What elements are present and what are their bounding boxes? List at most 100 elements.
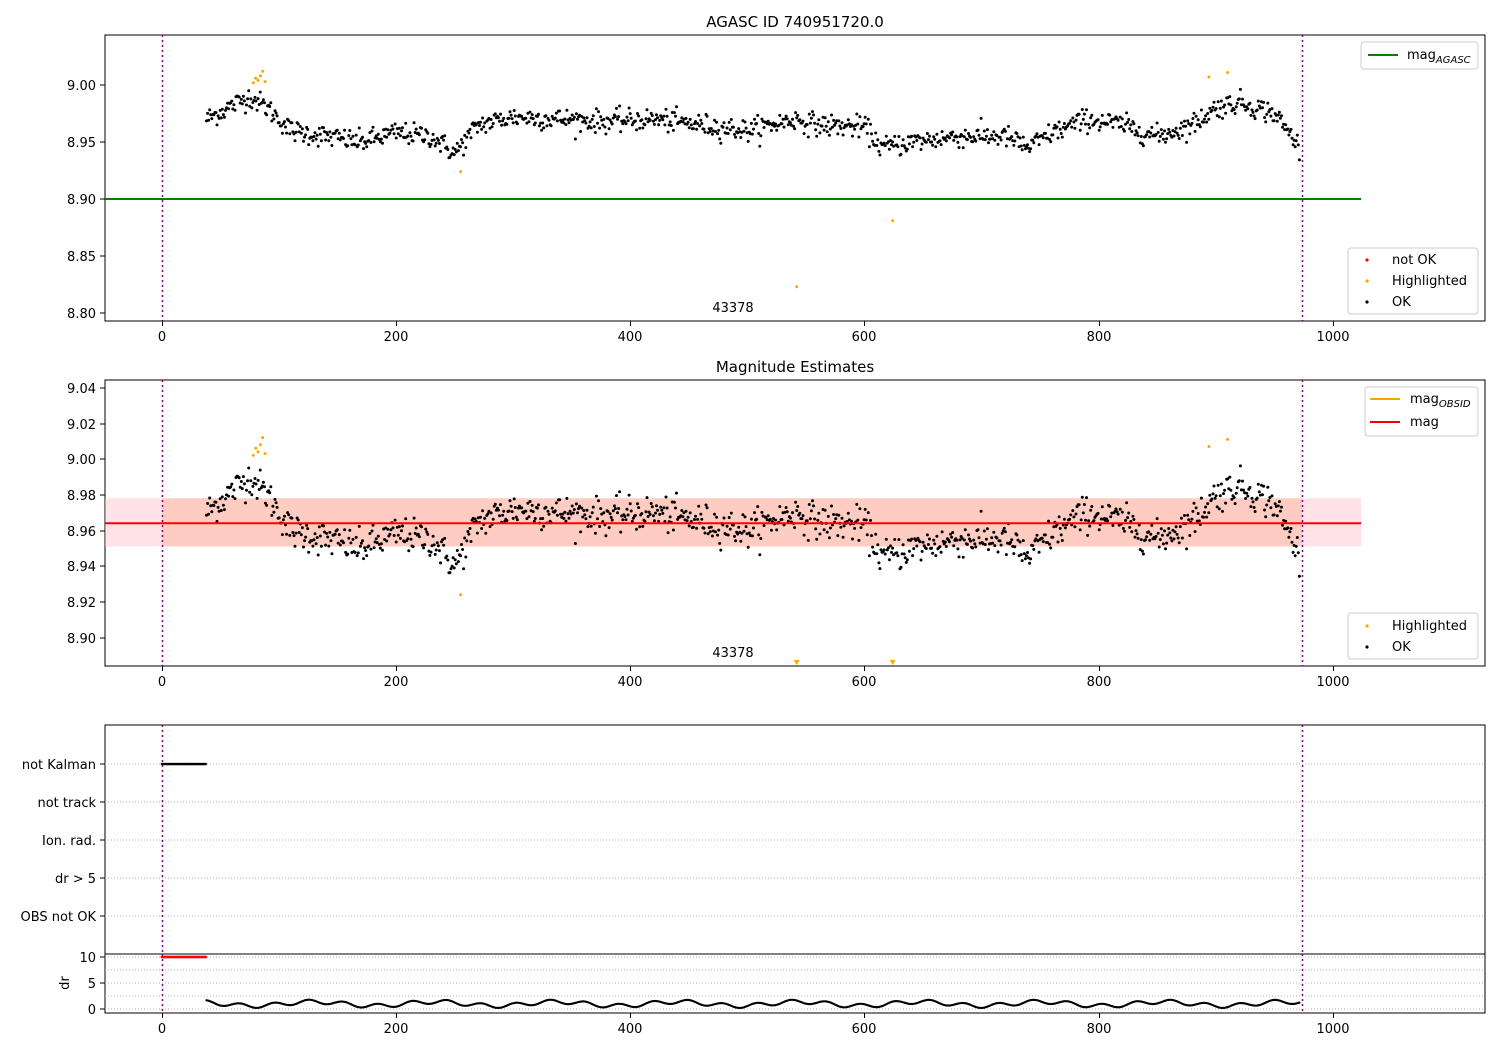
ok-point	[362, 147, 365, 151]
ok-point	[1060, 539, 1064, 542]
ok-point	[1109, 515, 1113, 519]
ok-point	[969, 135, 973, 139]
ok-point	[1286, 127, 1290, 131]
ok-point	[1196, 118, 1200, 122]
ok-point	[812, 504, 815, 508]
ok-point	[461, 141, 465, 145]
ok-point	[718, 541, 722, 545]
ok-point	[325, 131, 329, 134]
ok-point	[943, 540, 947, 544]
ok-point	[649, 502, 653, 505]
ok-point	[1071, 509, 1075, 513]
ok-point	[832, 513, 836, 516]
ok-point	[689, 520, 693, 523]
ok-point	[613, 115, 617, 119]
ok-point	[1264, 120, 1268, 124]
ok-point	[386, 527, 390, 531]
ok-point	[409, 134, 413, 138]
ok-point	[778, 113, 782, 117]
ok-point	[465, 539, 469, 543]
ok-point	[627, 493, 631, 497]
ok-point	[206, 502, 210, 505]
ok-point	[248, 104, 252, 108]
ok-point	[374, 537, 378, 541]
ok-point	[1048, 138, 1052, 141]
ok-point	[1079, 518, 1083, 522]
ok-point	[417, 133, 421, 137]
legend-ok-label: OK	[1392, 640, 1411, 655]
ok-point	[1270, 494, 1274, 498]
ok-point	[768, 122, 772, 125]
ok-point	[1217, 507, 1221, 511]
ok-point	[867, 554, 871, 558]
ok-point	[1255, 496, 1259, 500]
ok-point	[657, 123, 661, 127]
ok-point	[1218, 494, 1222, 498]
ok-point	[739, 539, 743, 543]
ok-point	[598, 525, 602, 528]
ok-point	[816, 518, 820, 522]
ok-point	[636, 112, 639, 115]
ok-point	[1167, 127, 1171, 131]
ok-point	[658, 512, 662, 516]
ok-point	[681, 515, 685, 519]
ok-point	[1284, 123, 1288, 127]
ok-point	[760, 510, 764, 514]
ok-point	[1272, 513, 1276, 517]
ok-point	[1217, 115, 1221, 119]
ok-point	[379, 137, 383, 141]
ok-point	[244, 111, 247, 115]
ok-point	[1288, 530, 1292, 534]
ok-point	[363, 546, 367, 550]
ok-point	[999, 138, 1003, 142]
ok-point	[250, 106, 254, 110]
ok-point	[702, 526, 706, 530]
ok-point	[800, 517, 804, 521]
ok-point	[933, 137, 937, 141]
ok-point	[962, 538, 966, 542]
ok-point	[564, 123, 568, 127]
ok-point	[1244, 497, 1248, 500]
ok-point	[1290, 540, 1294, 544]
ok-point	[833, 123, 837, 127]
ok-point	[960, 536, 964, 540]
ok-point	[939, 550, 943, 554]
ok-point	[736, 532, 740, 536]
ok-point	[721, 125, 725, 129]
ok-point	[452, 566, 456, 570]
flag-gridlines	[105, 763, 1485, 917]
ok-point	[342, 137, 345, 140]
panel4-xtick: 600	[852, 1022, 877, 1037]
ok-point	[591, 114, 595, 118]
ok-point	[322, 524, 325, 528]
ok-point	[376, 132, 380, 136]
ok-point	[232, 488, 236, 492]
ok-point	[588, 120, 592, 124]
ok-point	[1088, 524, 1092, 528]
ok-point	[307, 550, 311, 554]
ok-point	[462, 567, 466, 571]
ok-point	[1129, 520, 1133, 523]
ok-point	[1149, 532, 1153, 536]
ok-point	[722, 516, 726, 520]
ok-point	[245, 488, 248, 492]
ok-point	[300, 127, 304, 131]
ok-point	[1125, 501, 1129, 505]
ok-point	[1261, 493, 1264, 497]
ok-point	[890, 143, 893, 147]
ok-point	[208, 496, 212, 500]
ok-point	[545, 124, 549, 128]
panel-flags: not Kalman not track Ion. rad. dr > 5 OB…	[21, 724, 1486, 955]
ok-point	[828, 526, 832, 530]
ok-point	[269, 101, 273, 105]
ok-point	[890, 550, 893, 554]
ok-point	[392, 132, 396, 136]
ok-point	[448, 156, 452, 159]
ok-point	[714, 130, 717, 133]
ok-point	[704, 503, 708, 507]
ok-point	[369, 547, 373, 551]
ok-point	[1004, 553, 1008, 557]
ok-point	[1096, 511, 1100, 515]
ok-point	[493, 112, 497, 116]
